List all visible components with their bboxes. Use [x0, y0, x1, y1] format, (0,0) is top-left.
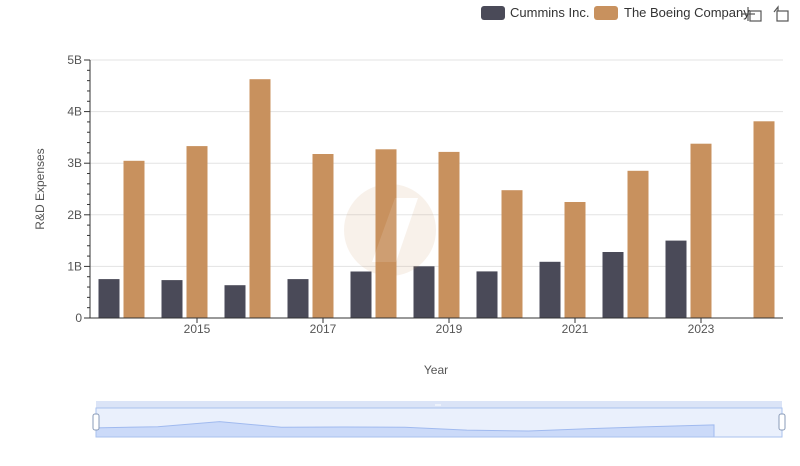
- legend-label-boeing: The Boeing Company: [624, 5, 750, 20]
- y-tick-label: 0: [75, 311, 82, 325]
- x-tick-label: 2019: [436, 322, 463, 336]
- bar-cummins-2014[interactable]: [98, 279, 120, 318]
- y-axis-tick-labels: 0 1B 2B 3B 4B 5B: [67, 53, 82, 325]
- bar-boeing-2016[interactable]: [249, 79, 271, 318]
- bar-boeing-2020[interactable]: [501, 190, 523, 318]
- legend-item-cummins[interactable]: Cummins Inc.: [481, 5, 589, 20]
- bar-cummins-2023[interactable]: [665, 240, 687, 318]
- restore-icon[interactable]: [773, 5, 789, 22]
- y-tick-label: 2B: [67, 208, 82, 222]
- navigator-top-grip[interactable]: [435, 404, 441, 406]
- bar-boeing-2017[interactable]: [312, 154, 334, 318]
- y-axis-title: R&D Expenses: [33, 148, 47, 229]
- bar-cummins-2018[interactable]: [350, 271, 372, 319]
- bar-boeing-2024[interactable]: [753, 121, 775, 318]
- legend-swatch-cummins: [481, 6, 505, 20]
- watermark-logo: [344, 184, 436, 276]
- legend-item-boeing[interactable]: The Boeing Company: [594, 5, 750, 20]
- y-tick-label: 4B: [67, 105, 82, 119]
- bar-boeing-2022[interactable]: [627, 170, 649, 318]
- bar-cummins-2016[interactable]: [224, 285, 246, 318]
- bars-layer: [98, 79, 775, 319]
- x-axis-title: Year: [424, 363, 448, 377]
- legend-label-cummins: Cummins Inc.: [510, 5, 589, 20]
- navigator-handle-left[interactable]: [92, 413, 100, 431]
- x-tick-label: 2023: [688, 322, 715, 336]
- y-tick-label: 1B: [67, 259, 82, 273]
- data-zoom-navigator[interactable]: [92, 401, 786, 438]
- bar-cummins-2019[interactable]: [413, 266, 435, 318]
- bar-cummins-2017[interactable]: [287, 279, 309, 318]
- y-tick-label: 3B: [67, 156, 82, 170]
- bar-boeing-2019[interactable]: [438, 151, 460, 318]
- navigator-preview-area: [95, 421, 715, 438]
- bar-cummins-2020[interactable]: [476, 271, 498, 318]
- x-tick-label: 2017: [310, 322, 337, 336]
- bar-cummins-2022[interactable]: [602, 252, 624, 318]
- bar-cummins-2021[interactable]: [539, 261, 561, 318]
- bar-cummins-2015[interactable]: [161, 280, 183, 318]
- y-tick-label: 5B: [67, 53, 82, 67]
- navigator-top-bar[interactable]: [96, 401, 782, 408]
- legend: Cummins Inc. The Boeing Company: [481, 5, 750, 20]
- bar-boeing-2015[interactable]: [186, 146, 208, 318]
- bar-boeing-2014[interactable]: [123, 160, 145, 318]
- x-axis-tick-labels: 2015 2017 2019 2021 2023: [184, 318, 715, 336]
- bar-boeing-2018[interactable]: [375, 149, 397, 318]
- x-tick-label: 2015: [184, 322, 211, 336]
- navigator-handle-right[interactable]: [778, 413, 786, 431]
- zoom-select-icon[interactable]: [741, 7, 762, 22]
- legend-swatch-boeing: [594, 6, 618, 20]
- bar-boeing-2023[interactable]: [690, 143, 712, 318]
- navigator-selection[interactable]: [95, 407, 783, 438]
- x-tick-label: 2021: [562, 322, 589, 336]
- bar-boeing-2021[interactable]: [564, 202, 586, 318]
